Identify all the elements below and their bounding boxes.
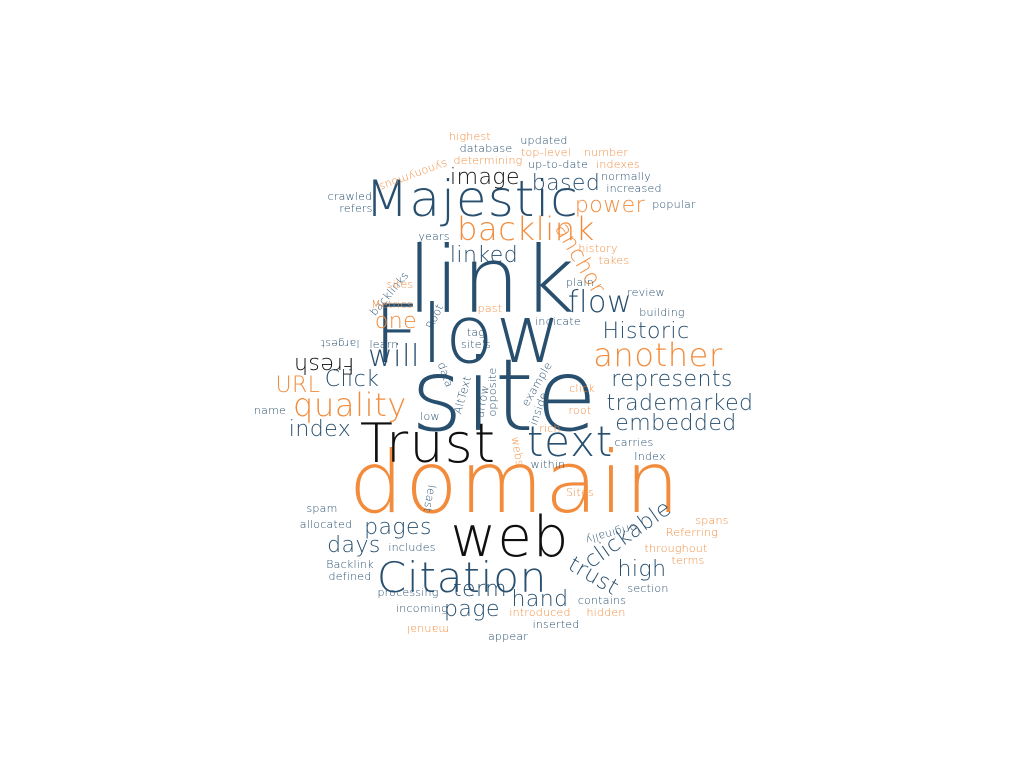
word-spans: spans <box>695 514 728 527</box>
word-page: page <box>444 597 500 622</box>
word-increased: increased <box>606 182 661 195</box>
word-citation: Citation <box>377 553 547 602</box>
word-one: one <box>375 309 417 334</box>
word-referring: Referring <box>666 526 718 539</box>
word-up-to-date: up-to-date <box>528 158 588 171</box>
word-database: database <box>460 142 513 155</box>
word-determining: determining <box>454 154 523 167</box>
word-click: click <box>569 382 595 395</box>
word-based: based <box>532 171 601 196</box>
word-learn: learn <box>370 338 399 351</box>
word-low: low <box>420 410 439 423</box>
word-contains: contains <box>578 594 626 607</box>
word-inserted: inserted <box>533 618 580 631</box>
word-represents: represents <box>611 367 733 392</box>
word-introduced: introduced <box>509 606 570 619</box>
word-includes: includes <box>388 541 435 554</box>
word-webs: webs <box>508 436 526 467</box>
word-review: review <box>627 286 665 299</box>
word-carries: carries <box>615 436 654 449</box>
word-text: text <box>527 417 613 466</box>
word-name: name <box>254 404 286 417</box>
word-tag: tag <box>467 326 485 339</box>
word-defined: defined <box>329 570 372 583</box>
word-within: within <box>531 458 566 471</box>
word-sites: sites <box>387 278 414 291</box>
word-terms: terms <box>672 554 705 567</box>
word-top-level: top-level <box>521 146 571 159</box>
word-indexes: indexes <box>596 158 640 171</box>
word-pages: pages <box>364 515 432 540</box>
word-processing: processing <box>377 586 438 599</box>
word-plain: plain <box>566 276 594 289</box>
word-high: high <box>618 557 667 582</box>
word-index: index <box>289 417 351 442</box>
word-hand: hand <box>511 587 568 612</box>
word-term: term <box>453 577 507 602</box>
word-embedded: embedded <box>615 411 736 436</box>
word-metrics: Metrics <box>371 298 412 311</box>
word-opposite: opposite <box>486 367 499 416</box>
word-years: years <box>418 230 449 243</box>
word-rich: rich <box>539 422 560 435</box>
word-trademarked: trademarked <box>607 391 754 416</box>
word-backlink: Backlink <box>326 558 374 571</box>
word-least: least <box>421 484 439 514</box>
word-link: link <box>407 227 577 334</box>
word-manual: manual <box>407 623 450 636</box>
word-normally: normally <box>601 170 651 183</box>
word-quality: quality <box>293 386 407 424</box>
word-popular: popular <box>652 198 696 211</box>
word-fresh: Fresh <box>294 352 355 377</box>
word-flow: Flow <box>373 288 562 381</box>
word-incoming: incoming <box>396 602 448 615</box>
word-linked: linked <box>450 243 518 268</box>
word-days: days <box>327 533 381 558</box>
word-power: power <box>575 193 646 218</box>
word-index: Index <box>634 450 665 463</box>
word-highest: highest <box>449 130 491 143</box>
word-building: building <box>639 306 684 319</box>
word-arrow: arrow <box>473 384 491 418</box>
word-crawled: crawled <box>328 190 373 203</box>
word-spam: spam <box>306 502 337 515</box>
word-another: another <box>593 336 723 374</box>
word-past: past <box>478 302 503 315</box>
word-root: root <box>569 404 592 417</box>
word-hidden: hidden <box>586 606 625 619</box>
word-domain: domain <box>349 433 681 533</box>
word-will: will <box>368 339 420 374</box>
word-section: section <box>627 582 668 595</box>
word-web: web <box>450 505 569 570</box>
word-site-s: site's <box>461 338 491 351</box>
word-image: image <box>450 165 520 190</box>
word-indicate: indicate <box>535 315 581 328</box>
word-trust: Trust <box>360 412 496 475</box>
word-history: history <box>578 242 617 255</box>
word-refers: refers <box>339 202 372 215</box>
word-site: site <box>411 337 600 454</box>
word-url: URL <box>276 373 321 398</box>
word-throughout: throughout <box>644 542 707 555</box>
word-updated: updated <box>520 134 567 147</box>
word-click: Click <box>325 367 380 392</box>
word-takes: takes <box>599 254 630 267</box>
word-number: number <box>584 146 629 159</box>
word-largest: largest <box>320 337 359 350</box>
word-allocated: allocated <box>300 518 352 531</box>
word-historic: Historic <box>603 319 690 344</box>
word-appear: appear <box>488 630 528 643</box>
word-sites: Sites <box>566 486 594 499</box>
word-backlink: backlink <box>457 210 595 248</box>
word-flow: flow <box>568 285 632 320</box>
word-majestic: Majestic <box>365 170 578 228</box>
